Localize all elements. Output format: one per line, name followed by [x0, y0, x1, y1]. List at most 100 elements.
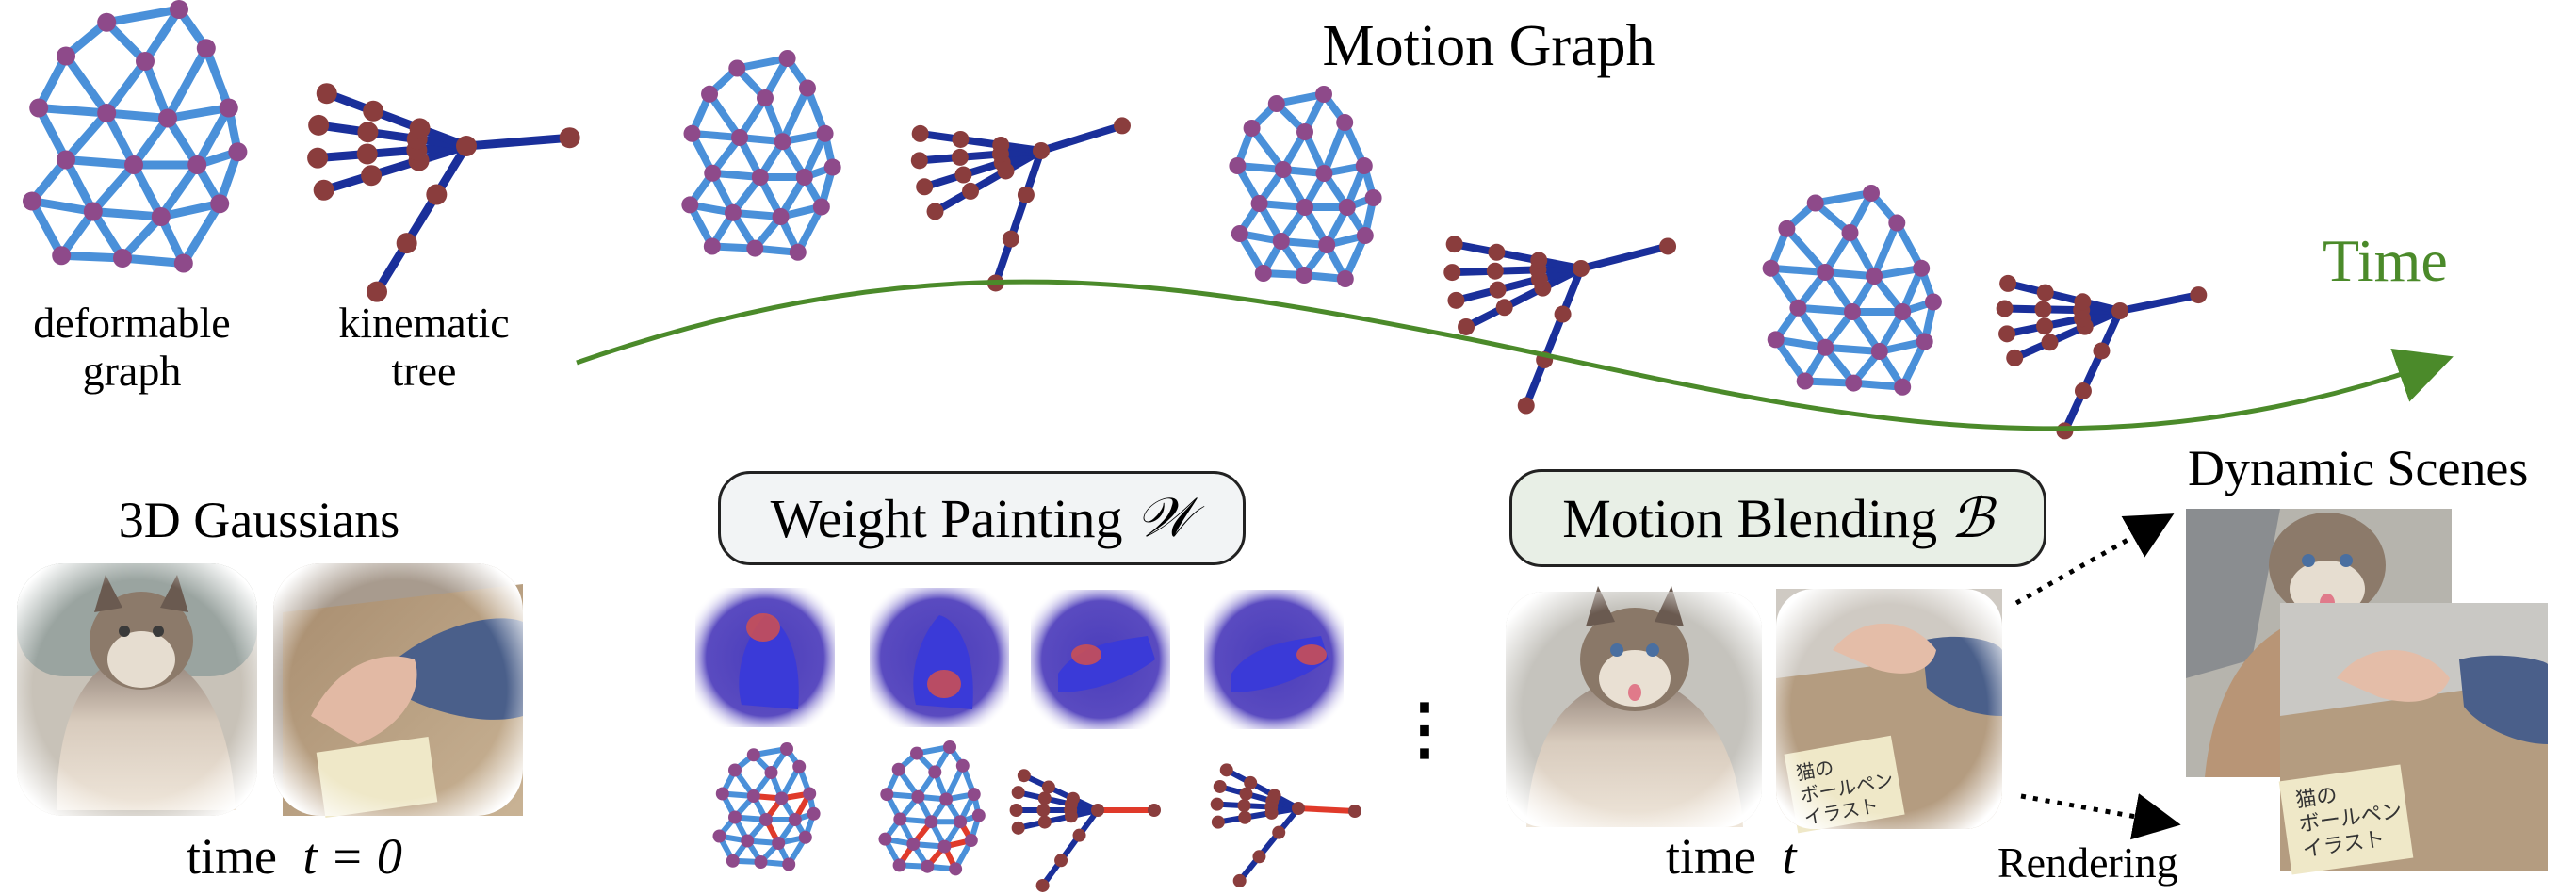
mesh-node	[746, 748, 760, 762]
tree-node	[1495, 299, 1513, 317]
tree-node	[363, 100, 384, 122]
gaussian-hand-photo	[273, 563, 523, 819]
mesh-node	[757, 90, 774, 106]
tree-edge	[1296, 806, 1358, 814]
mesh-node	[1355, 157, 1373, 174]
mesh-node	[1789, 299, 1807, 317]
tree-node	[1458, 317, 1475, 335]
tree-node	[1573, 260, 1590, 277]
mesh-edge	[34, 104, 71, 164]
mesh-node	[124, 155, 143, 174]
mesh-edge	[118, 212, 166, 263]
tree-node	[2034, 301, 2052, 318]
time-label: Time	[2323, 227, 2448, 294]
mesh-node	[1870, 343, 1888, 360]
gaussians-title: 3D Gaussians	[118, 492, 400, 548]
paint-hand	[1058, 636, 1155, 692]
mesh-node	[728, 59, 746, 77]
tree-node	[952, 130, 970, 148]
mesh-node	[823, 158, 841, 176]
dynamic-scene-hand	[2278, 603, 2548, 875]
mesh-edge	[163, 104, 234, 122]
mesh-node	[949, 862, 963, 876]
mesh-node	[1229, 157, 1247, 174]
tree-node	[1445, 236, 1463, 253]
tree-node	[1219, 763, 1233, 777]
tree-node	[992, 136, 1010, 154]
tree-node	[1999, 274, 2017, 292]
tree-node	[357, 122, 379, 143]
mesh-edge	[140, 5, 184, 66]
tree-node	[1041, 780, 1055, 794]
mesh-node	[924, 815, 938, 829]
mesh-node	[751, 169, 769, 186]
mesh-node	[906, 837, 921, 851]
mesh-edge	[27, 197, 98, 216]
mesh-node	[892, 858, 906, 872]
mesh-node	[1894, 303, 1912, 320]
mesh-node	[170, 0, 188, 19]
mesh-node	[187, 155, 207, 174]
tree-node	[1017, 186, 1035, 203]
mesh-node	[1272, 233, 1290, 250]
legend-kinematic-tree: kinematic tree	[338, 299, 510, 395]
tree-node	[1036, 804, 1051, 817]
paint-highlight	[1071, 644, 1101, 665]
mesh-node	[1356, 227, 1374, 244]
diagram-title: Motion Graph	[1322, 14, 1655, 78]
tree-node	[2036, 317, 2054, 335]
tree-edge	[1037, 122, 1126, 155]
paint-highlight	[927, 670, 961, 698]
tree-node	[1489, 281, 1507, 299]
motion-blending-label: Motion Blending	[1562, 487, 1938, 549]
mesh-node	[772, 208, 790, 225]
mesh-node	[1315, 86, 1332, 103]
dynamic-scenes-title: Dynamic Scenes	[2188, 440, 2529, 496]
tree-node	[396, 233, 417, 254]
mesh-node	[57, 46, 75, 66]
tree-node	[426, 184, 448, 205]
mesh-node	[1817, 338, 1834, 356]
mesh-edge	[27, 197, 66, 260]
mesh-edge	[179, 199, 224, 268]
mesh-edge	[1893, 219, 1926, 272]
tree-node	[1292, 802, 1305, 815]
mesh-node	[97, 104, 117, 122]
mesh-node	[798, 79, 816, 97]
tree-node	[1347, 804, 1361, 818]
tree-edge	[2116, 291, 2203, 315]
mesh-node	[782, 857, 796, 871]
mesh-node	[816, 124, 834, 142]
tree-node	[1237, 799, 1251, 813]
mesh-node	[151, 207, 171, 226]
mesh-node	[219, 98, 238, 118]
mesh-node	[1913, 259, 1931, 277]
mesh-node	[196, 39, 216, 58]
tree-edge	[462, 133, 575, 151]
tree-node	[313, 179, 334, 201]
render-arrow-down	[2020, 793, 2181, 840]
tree-node	[1443, 264, 1461, 282]
tree-node	[911, 124, 929, 142]
mesh-edge	[156, 160, 202, 221]
mesh-edge	[34, 52, 71, 112]
mesh-node	[812, 198, 830, 216]
mesh-edge	[733, 55, 791, 73]
tree-node	[2093, 342, 2111, 360]
mesh-edge	[1767, 264, 1830, 276]
mesh-node	[1796, 372, 1814, 390]
mesh-node	[774, 791, 789, 806]
tree-node	[1267, 789, 1281, 803]
mesh-edge	[192, 104, 234, 170]
mesh-node	[1296, 267, 1313, 284]
mesh-node	[1844, 303, 1861, 320]
tree-node	[2036, 284, 2054, 301]
mesh-node	[878, 832, 892, 846]
tree-node	[1210, 797, 1224, 811]
blending-cat-photo	[1506, 586, 1762, 827]
mesh-node	[23, 191, 41, 211]
mesh-node	[1243, 120, 1261, 137]
tree-node	[2190, 286, 2208, 304]
tree-node	[910, 152, 928, 170]
